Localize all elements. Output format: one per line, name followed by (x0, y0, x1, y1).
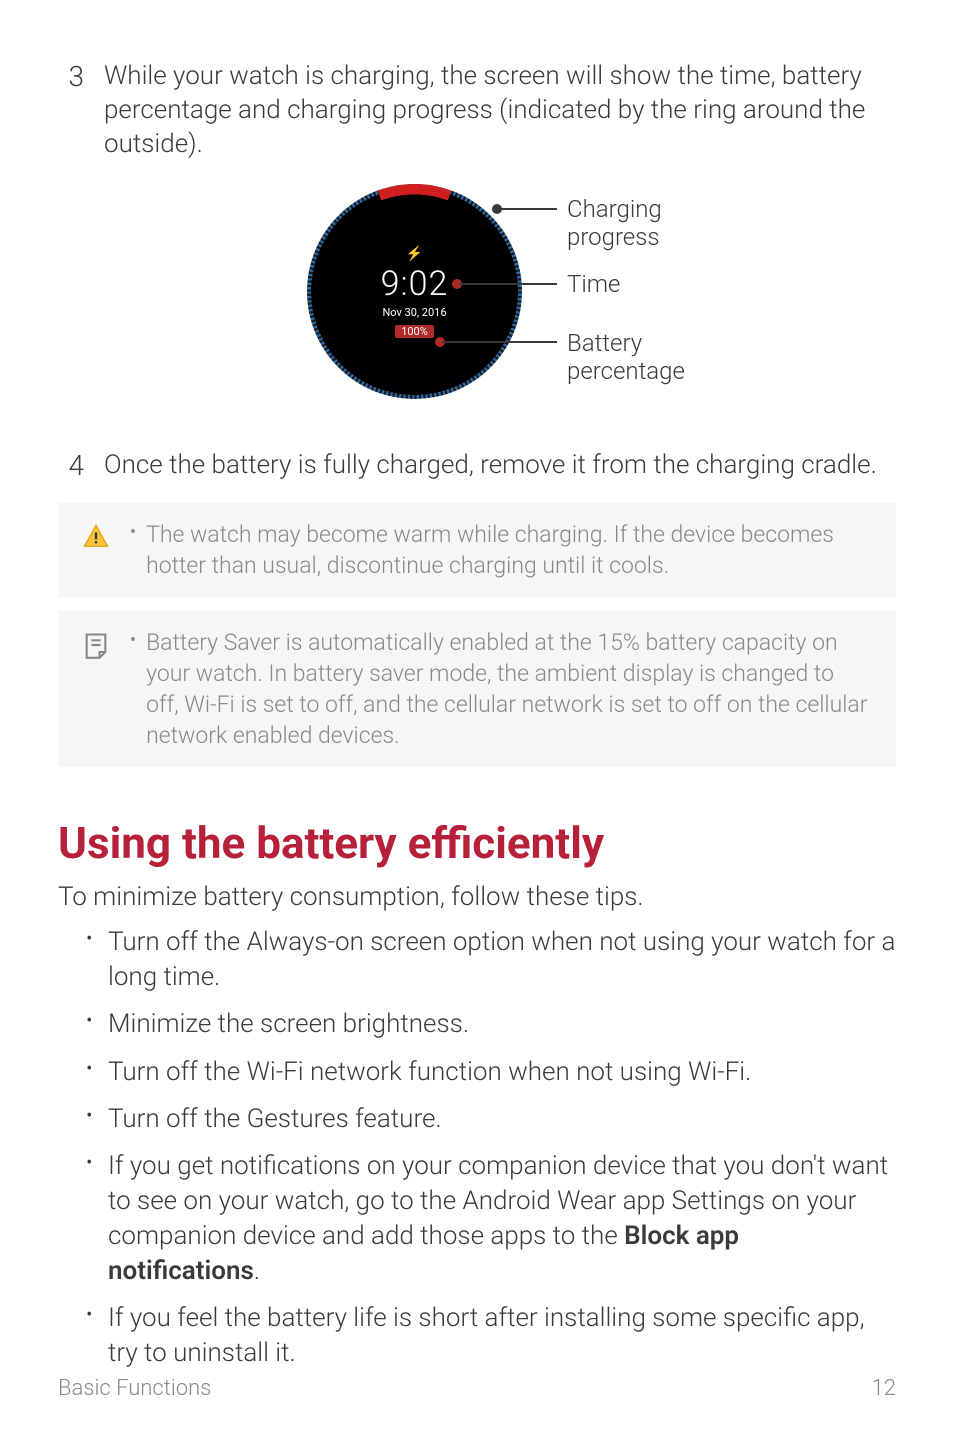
label-time: Time (567, 270, 620, 298)
tip-item: Turn off the Wi-Fi network function when… (86, 1055, 896, 1090)
warning-bullet: • The watch may become warm while chargi… (130, 519, 872, 581)
warning-box: • The watch may become warm while chargi… (58, 503, 896, 597)
note-box: • Battery Saver is automatically enabled… (58, 611, 896, 767)
step-3-number: 3 (58, 60, 84, 161)
warning-icon (82, 523, 110, 551)
diagram-container: ⚡ 9:02 Nov 30, 2016 100% Charging progre… (197, 179, 757, 409)
note-icon (82, 631, 110, 659)
tip-item: Turn off the Gestures feature. (86, 1102, 896, 1137)
tip-block-pre: If you get notifications on your compani… (108, 1151, 888, 1251)
leader-line-progress (497, 208, 557, 210)
step-4-text: Once the battery is fully charged, remov… (104, 449, 877, 483)
charging-arc (307, 184, 522, 399)
footer-page-number: 12 (872, 1376, 896, 1401)
note-bullet: • Battery Saver is automatically enabled… (130, 627, 872, 751)
step-4-number: 4 (58, 449, 84, 483)
step-3: 3 While your watch is charging, the scre… (58, 60, 896, 161)
warning-text: The watch may become warm while charging… (146, 519, 872, 581)
leader-line-time (459, 283, 557, 285)
tip-item: Minimize the screen brightness. (86, 1007, 896, 1042)
tip-item-block: If you get notifications on your compani… (86, 1149, 896, 1289)
tip-item: Turn off the Always-on screen option whe… (86, 925, 896, 995)
footer-section: Basic Functions (58, 1376, 211, 1401)
bullet-dot: • (130, 627, 136, 751)
bullet-dot: • (130, 519, 136, 581)
page-footer: Basic Functions 12 (58, 1376, 896, 1401)
note-text: Battery Saver is automatically enabled a… (146, 627, 872, 751)
label-charging-progress: Charging progress (567, 195, 757, 251)
tips-list: Turn off the Always-on screen option whe… (58, 925, 896, 1371)
watch-charging-diagram: ⚡ 9:02 Nov 30, 2016 100% Charging progre… (58, 179, 896, 409)
step-4: 4 Once the battery is fully charged, rem… (58, 449, 896, 483)
tip-block-post: . (254, 1256, 260, 1286)
section-intro: To minimize battery consumption, follow … (58, 881, 896, 915)
label-battery-pct: Battery percentage (567, 329, 757, 385)
step-3-text: While your watch is charging, the screen… (104, 60, 896, 161)
section-heading: Using the battery efficiently (58, 817, 896, 869)
leader-line-battery (442, 341, 557, 343)
tip-item: If you feel the battery life is short af… (86, 1301, 896, 1371)
